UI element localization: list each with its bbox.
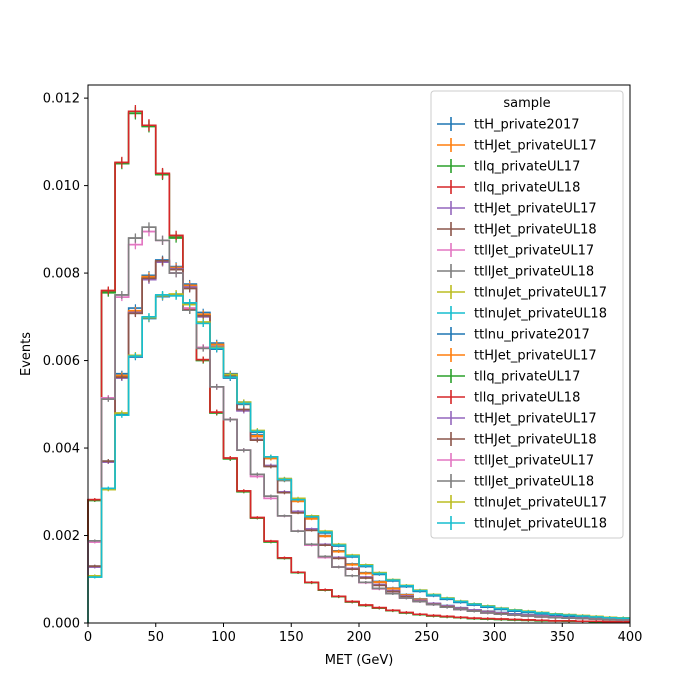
legend-label: ttlnuJet_privateUL18 (474, 307, 607, 322)
legend-label: ttHJet_privateUL18 (474, 223, 597, 238)
x-tick-label: 300 (482, 630, 507, 645)
legend-entry: tllq_privateUL17 (437, 159, 580, 175)
legend-label: tllq_privateUL18 (474, 391, 580, 406)
x-axis: 0 50 100 150 200 250 300 350 400 (84, 623, 643, 645)
x-tick-label: 100 (211, 630, 236, 645)
legend-label: ttlnu_private2017 (474, 328, 590, 343)
y-axis-label: Events (19, 332, 34, 376)
legend-label: tllq_privateUL17 (474, 370, 580, 385)
legend-entry: ttHJet_privateUL17 (437, 138, 597, 154)
legend-label: ttllJet_privateUL18 (474, 475, 594, 490)
legend-label: tllq_privateUL18 (474, 181, 580, 196)
series-20 (87, 291, 630, 623)
legend-entry: ttHJet_privateUL17 (437, 348, 597, 364)
x-tick-label: 0 (84, 630, 92, 645)
x-tick-label: 350 (550, 630, 575, 645)
y-axis: 0.000 0.002 0.004 0.006 0.008 0.010 0.012 (43, 92, 88, 632)
legend-entry: ttHJet_privateUL17 (437, 411, 597, 427)
legend-label: ttH_private2017 (474, 118, 580, 133)
legend-label: ttHJet_privateUL17 (474, 349, 597, 364)
series-layer (87, 105, 630, 623)
legend-entry: ttH_private2017 (437, 117, 580, 133)
legend-label: tllq_privateUL17 (474, 160, 580, 175)
legend-entry: ttHJet_privateUL17 (437, 201, 597, 217)
series-step-line (87, 110, 630, 623)
legend-label: ttlnuJet_privateUL17 (474, 496, 607, 511)
legend-entry: ttlnu_private2017 (437, 327, 590, 343)
legend-label: ttllJet_privateUL17 (474, 244, 594, 259)
y-tick-label: 0.002 (43, 529, 80, 544)
legend-entry: ttllJet_privateUL17 (437, 453, 594, 469)
legend-entry: tllq_privateUL18 (437, 390, 580, 406)
legend-label: ttlnuJet_privateUL17 (474, 286, 607, 301)
legend-entry: ttllJet_privateUL18 (437, 474, 594, 490)
x-axis-label: MET (GeV) (325, 653, 394, 668)
legend-title: sample (503, 96, 550, 111)
series-step-line (87, 294, 630, 623)
legend-label: ttllJet_privateUL18 (474, 265, 594, 280)
x-tick-label: 400 (618, 630, 643, 645)
legend: sample ttH_private2017 ttHJet_privateUL17… (430, 90, 624, 539)
y-tick-label: 0.004 (43, 442, 80, 457)
legend-label: ttHJet_privateUL17 (474, 202, 597, 217)
y-tick-label: 0.006 (43, 354, 80, 369)
legend-entry: ttllJet_privateUL18 (437, 264, 594, 280)
legend-entry: tllq_privateUL18 (437, 180, 580, 196)
legend-entry: ttlnuJet_privateUL17 (437, 495, 607, 511)
legend-box (430, 90, 624, 539)
legend-entry: ttllJet_privateUL17 (437, 243, 594, 259)
legend-entry: ttHJet_privateUL18 (437, 222, 597, 238)
y-tick-label: 0.010 (43, 179, 80, 194)
x-tick-label: 250 (414, 630, 439, 645)
x-tick-label: 150 (279, 630, 304, 645)
legend-entries: ttH_private2017 ttHJet_privateUL17 tllq_pr… (437, 117, 607, 532)
legend-entry: ttHJet_privateUL18 (437, 432, 597, 448)
y-tick-label: 0.008 (43, 267, 80, 282)
x-tick-label: 200 (347, 630, 372, 645)
legend-entry: ttlnuJet_privateUL18 (437, 306, 607, 322)
legend-entry: ttlnuJet_privateUL17 (437, 285, 607, 301)
legend-entry: ttlnuJet_privateUL18 (437, 516, 607, 532)
series-step-line (87, 226, 630, 623)
legend-label: ttllJet_privateUL17 (474, 454, 594, 469)
series-18 (87, 222, 630, 623)
y-tick-label: 0.012 (43, 92, 80, 107)
x-tick-label: 50 (147, 630, 164, 645)
legend-label: ttlnuJet_privateUL18 (474, 517, 607, 532)
legend-label: ttHJet_privateUL18 (474, 433, 597, 448)
legend-entry: tllq_privateUL17 (437, 369, 580, 385)
legend-label: ttHJet_privateUL17 (474, 139, 597, 154)
legend-label: ttHJet_privateUL17 (474, 412, 597, 427)
y-tick-label: 0.000 (43, 617, 80, 632)
